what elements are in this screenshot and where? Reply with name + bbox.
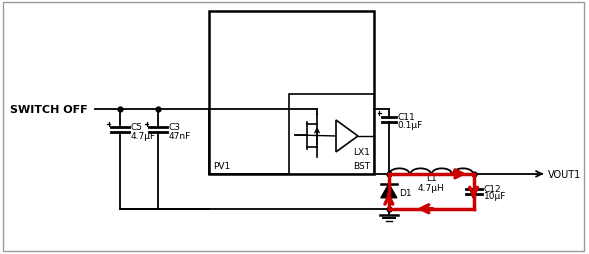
Text: 10μF: 10μF (484, 192, 506, 200)
Text: C12: C12 (484, 185, 501, 194)
Text: C3: C3 (168, 123, 180, 132)
Text: D1: D1 (399, 188, 412, 198)
Text: C11: C11 (398, 112, 416, 121)
Text: VOUT1: VOUT1 (548, 169, 581, 179)
Bar (289, 95, 374, 174)
Text: SWITCH OFF: SWITCH OFF (10, 105, 88, 115)
Text: 4.7μF: 4.7μF (131, 132, 155, 141)
Text: BST: BST (353, 161, 370, 170)
Text: C5: C5 (131, 123, 143, 132)
Text: 0.1μF: 0.1μF (398, 120, 423, 129)
Text: LX1: LX1 (353, 147, 370, 156)
Polygon shape (336, 121, 358, 152)
Text: 47nF: 47nF (168, 132, 191, 141)
Text: 4.7μH: 4.7μH (418, 183, 445, 192)
Polygon shape (381, 184, 397, 198)
Text: PV1: PV1 (213, 161, 231, 170)
Bar (209, 12, 374, 174)
Text: L1: L1 (426, 173, 436, 182)
